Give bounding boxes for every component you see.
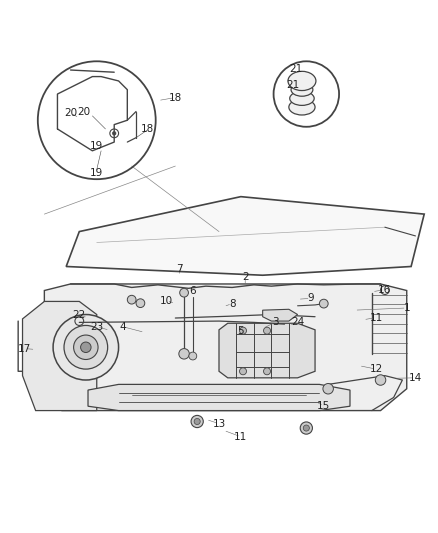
Circle shape	[303, 425, 309, 431]
Text: 16: 16	[378, 285, 392, 295]
Text: 15: 15	[317, 401, 330, 411]
Circle shape	[81, 342, 91, 352]
Ellipse shape	[291, 83, 313, 96]
Circle shape	[64, 326, 108, 369]
Circle shape	[127, 295, 136, 304]
Ellipse shape	[290, 92, 314, 106]
Text: 22: 22	[73, 310, 86, 320]
Ellipse shape	[289, 99, 315, 115]
Circle shape	[264, 327, 271, 334]
Polygon shape	[219, 323, 315, 378]
Polygon shape	[22, 302, 97, 410]
Circle shape	[323, 384, 333, 394]
Text: 8: 8	[229, 298, 235, 309]
Circle shape	[74, 335, 98, 359]
Text: 18: 18	[140, 124, 154, 134]
Circle shape	[319, 299, 328, 308]
Text: 11: 11	[370, 312, 383, 322]
Circle shape	[375, 375, 386, 385]
Circle shape	[191, 415, 203, 427]
Circle shape	[113, 132, 116, 135]
Text: 21: 21	[289, 64, 302, 74]
Circle shape	[179, 349, 189, 359]
Circle shape	[136, 299, 145, 308]
Text: 11: 11	[234, 432, 247, 442]
Text: 21: 21	[286, 80, 300, 90]
Text: 20: 20	[64, 108, 77, 118]
Text: 12: 12	[370, 364, 383, 374]
Text: 7: 7	[177, 264, 183, 273]
Circle shape	[194, 418, 200, 425]
Text: 6: 6	[190, 286, 196, 295]
Text: 23: 23	[90, 322, 103, 332]
Circle shape	[53, 314, 119, 380]
Text: 3: 3	[272, 317, 279, 327]
Text: 1: 1	[403, 303, 410, 313]
Circle shape	[240, 368, 247, 375]
Polygon shape	[263, 309, 297, 321]
Text: 9: 9	[307, 293, 314, 303]
Text: 2: 2	[242, 272, 248, 282]
Circle shape	[264, 368, 271, 375]
Text: 10: 10	[160, 296, 173, 305]
Polygon shape	[88, 384, 350, 410]
Text: 14: 14	[409, 373, 422, 383]
Text: 24: 24	[291, 317, 304, 327]
Text: 19: 19	[90, 141, 103, 151]
Circle shape	[300, 422, 312, 434]
Polygon shape	[66, 197, 424, 275]
Circle shape	[180, 288, 188, 297]
Circle shape	[189, 352, 197, 360]
Circle shape	[240, 327, 247, 334]
Text: 17: 17	[18, 344, 32, 353]
Polygon shape	[44, 284, 407, 410]
Ellipse shape	[288, 71, 316, 91]
Text: 13: 13	[212, 419, 226, 429]
Text: 18: 18	[169, 93, 182, 102]
Text: 19: 19	[90, 168, 103, 177]
Text: 4: 4	[120, 322, 126, 332]
Text: 20: 20	[77, 107, 90, 117]
Text: 5: 5	[237, 326, 244, 336]
